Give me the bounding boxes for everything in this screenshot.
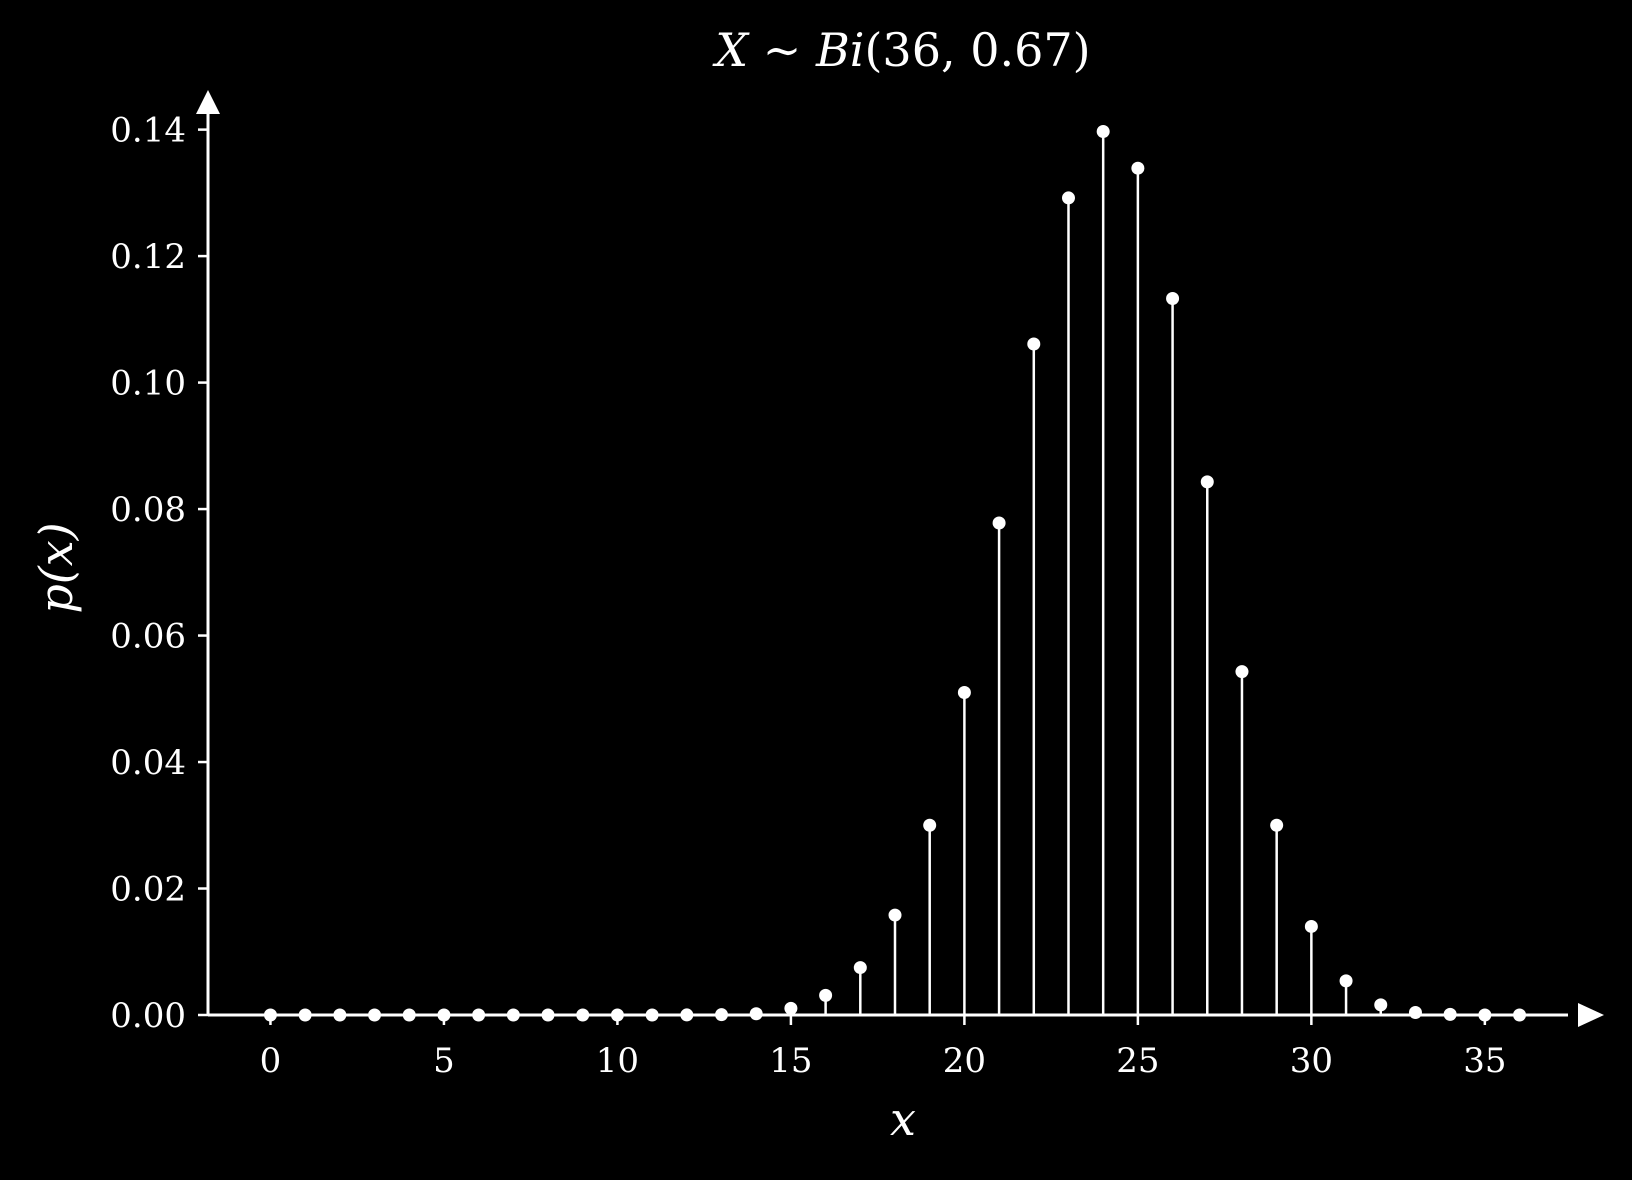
y-tick-label: 0.02 (110, 870, 186, 910)
y-axis-label: p(x) (29, 522, 83, 613)
stem-marker (576, 1008, 590, 1022)
x-tick-label: 20 (943, 1041, 986, 1081)
markers (263, 125, 1527, 1022)
y-tick-label: 0.00 (110, 996, 186, 1036)
stem-marker (263, 1008, 277, 1022)
y-tick-label: 0.10 (110, 364, 186, 404)
stem-marker (819, 988, 833, 1002)
stem-marker (1443, 1007, 1457, 1021)
x-tick-label: 0 (260, 1041, 282, 1081)
stem-marker (715, 1008, 729, 1022)
stem-marker (1200, 475, 1214, 489)
y-axis-arrow (196, 90, 220, 114)
stems (754, 131, 1417, 1015)
stem-marker (541, 1008, 555, 1022)
stem-marker (749, 1007, 763, 1021)
stem-marker (1374, 998, 1388, 1012)
stem-marker (1166, 291, 1180, 305)
y-tick-label: 0.14 (110, 111, 186, 151)
stem-marker (506, 1008, 520, 1022)
x-tick-label: 15 (769, 1041, 812, 1081)
stem-marker (1235, 665, 1249, 679)
stem-marker (784, 1001, 798, 1015)
y-tick-label: 0.12 (110, 237, 186, 277)
stem-marker (610, 1008, 624, 1022)
x-tick-label: 30 (1290, 1041, 1333, 1081)
stem-marker (1061, 191, 1075, 205)
stem-marker (1478, 1008, 1492, 1022)
title-parameters: (36, 0.67) (864, 23, 1090, 77)
title-relation: ∼ (748, 23, 816, 77)
stem-marker (1131, 161, 1145, 175)
axes: 0.00 0.02 0.04 0.06 0.08 0.10 0.12 0.14 0 5 10 15 20… (110, 90, 1604, 1081)
x-tick-label: 25 (1116, 1041, 1159, 1081)
x-tick-label: 10 (596, 1041, 639, 1081)
y-tick-label: 0.06 (110, 617, 186, 657)
stem-marker (1270, 818, 1284, 832)
y-tick-label: 0.08 (110, 490, 186, 530)
stem-marker (1513, 1008, 1527, 1022)
y-tick-label: 0.04 (110, 743, 186, 783)
title-distribution: Bi (815, 23, 865, 77)
stem-marker (1027, 337, 1041, 351)
stem-marker (1304, 919, 1318, 933)
x-tick-label: 35 (1463, 1041, 1506, 1081)
stem-marker (680, 1008, 694, 1022)
stem-marker (1339, 974, 1353, 988)
stem-marker (992, 516, 1006, 530)
stem-marker (853, 961, 867, 975)
x-tick-label: 5 (433, 1041, 455, 1081)
stem-marker (333, 1008, 347, 1022)
stem-marker (298, 1008, 312, 1022)
stem-marker (888, 908, 902, 922)
stem-marker (645, 1008, 659, 1022)
stem-marker (437, 1008, 451, 1022)
stem-marker (368, 1008, 382, 1022)
stem-marker (402, 1008, 416, 1022)
stem-marker (1408, 1005, 1422, 1019)
stem-marker (923, 818, 937, 832)
x-axis-arrow (1578, 1003, 1604, 1027)
title-variable: X (712, 23, 750, 77)
stem-marker (1096, 125, 1110, 139)
chart-title: X ∼ Bi(36, 0.67) (712, 23, 1090, 77)
stem-marker (472, 1008, 486, 1022)
stem-marker (957, 685, 971, 699)
x-axis-label: x (890, 1092, 916, 1146)
